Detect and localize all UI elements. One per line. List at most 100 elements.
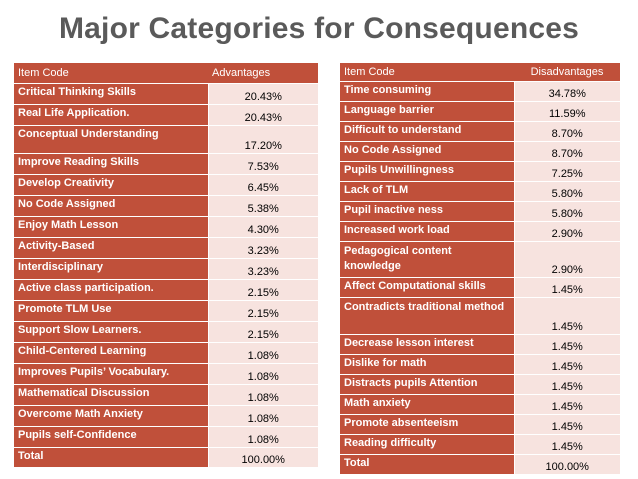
table-row: Promote absenteeism 1.45% (340, 414, 620, 435)
advantages-item: Promote TLM Use (14, 300, 209, 322)
table-row: Improves Pupils’ Vocabulary. 1.08% (14, 363, 318, 385)
disadvantages-total-value: 100.00% (514, 454, 620, 475)
table-row: Time consuming 34.78% (340, 81, 620, 102)
advantages-item: Active class participation. (14, 279, 209, 301)
disadvantages-item: Dislike for math (340, 354, 515, 375)
advantages-item: No Code Assigned (14, 195, 209, 217)
disadvantages-item: Reading difficulty (340, 434, 515, 455)
table-row: Decrease lesson interest 1.45% (340, 334, 620, 355)
advantages-item: Interdisciplinary (14, 258, 209, 280)
disadvantages-item: Increased work load (340, 221, 515, 242)
advantages-item: Critical Thinking Skills (14, 83, 209, 105)
advantages-value: 2.15% (208, 300, 318, 322)
table-row-total: Total 100.00% (340, 454, 620, 475)
disadvantages-header-value: Disadvantages (514, 63, 620, 82)
disadvantages-header-item: Item Code (340, 63, 514, 82)
table-row: Language barrier 11.59% (340, 101, 620, 122)
table-row-total: Total 100.00% (14, 447, 318, 468)
advantages-header-row: Item Code Advantages (14, 63, 318, 84)
table-row: No Code Assigned 8.70% (340, 141, 620, 162)
disadvantages-item: Pupil inactive ness (340, 201, 515, 222)
table-row: Difficult to understand 8.70% (340, 121, 620, 142)
table-row: Dislike for math 1.45% (340, 354, 620, 375)
table-row: Promote TLM Use 2.15% (14, 300, 318, 322)
table-row: Improve Reading Skills 7.53% (14, 153, 318, 175)
advantages-total-value: 100.00% (208, 447, 318, 468)
table-row: Support Slow Learners. 2.15% (14, 321, 318, 343)
advantages-item: Child-Centered Learning (14, 342, 209, 364)
disadvantages-value: 1.45% (514, 277, 620, 298)
table-row: Math anxiety 1.45% (340, 394, 620, 415)
table-row: Develop Creativity 6.45% (14, 174, 318, 196)
advantages-value: 6.45% (208, 174, 318, 196)
table-row: Interdisciplinary 3.23% (14, 258, 318, 280)
disadvantages-value: 5.80% (514, 181, 620, 202)
advantages-table: Item Code Advantages Critical Thinking S… (14, 63, 318, 468)
table-row: Distracts pupils Attention 1.45% (340, 374, 620, 395)
table-row: Contradicts traditional method 1.45% (340, 297, 620, 335)
table-row: Active class participation. 2.15% (14, 279, 318, 301)
table-row: Pedagogical content knowledge 2.90% (340, 241, 620, 278)
advantages-value: 2.15% (208, 279, 318, 301)
advantages-header-value: Advantages (208, 63, 318, 84)
disadvantages-item: Decrease lesson interest (340, 334, 515, 355)
page-title: Major Categories for Consequences (58, 12, 580, 45)
advantages-item: Improve Reading Skills (14, 153, 209, 175)
advantages-value: 3.23% (208, 237, 318, 259)
table-row: Pupil inactive ness 5.80% (340, 201, 620, 222)
disadvantages-value: 11.59% (514, 101, 620, 122)
advantages-value: 1.08% (208, 384, 318, 406)
disadvantages-value: 1.45% (514, 354, 620, 375)
table-row: Affect Computational skills 1.45% (340, 277, 620, 298)
table-row: Enjoy Math Lesson 4.30% (14, 216, 318, 238)
table-row: No Code Assigned 5.38% (14, 195, 318, 217)
table-row: Lack of TLM 5.80% (340, 181, 620, 202)
advantages-value: 17.20% (208, 125, 318, 154)
disadvantages-value: 34.78% (514, 81, 620, 102)
disadvantages-item: Time consuming (340, 81, 515, 102)
table-row: Overcome Math Anxiety 1.08% (14, 405, 318, 427)
disadvantages-value: 7.25% (514, 161, 620, 182)
advantages-value: 4.30% (208, 216, 318, 238)
advantages-item: Activity-Based (14, 237, 209, 259)
disadvantages-value: 8.70% (514, 141, 620, 162)
advantages-item: Enjoy Math Lesson (14, 216, 209, 238)
advantages-value: 5.38% (208, 195, 318, 217)
disadvantages-item: Math anxiety (340, 394, 515, 415)
table-row: Increased work load 2.90% (340, 221, 620, 242)
disadvantages-item: Language barrier (340, 101, 515, 122)
advantages-item: Real Life Application. (14, 104, 209, 126)
disadvantages-item: Lack of TLM (340, 181, 515, 202)
disadvantages-value: 8.70% (514, 121, 620, 142)
table-row: Critical Thinking Skills 20.43% (14, 83, 318, 105)
disadvantages-value: 1.45% (514, 394, 620, 415)
disadvantages-value: 1.45% (514, 297, 620, 335)
advantages-item: Pupils self-Confidence (14, 426, 209, 448)
disadvantages-item: No Code Assigned (340, 141, 515, 162)
disadvantages-item: Pedagogical content knowledge (340, 241, 515, 278)
advantages-item: Improves Pupils’ Vocabulary. (14, 363, 209, 385)
advantages-value: 1.08% (208, 426, 318, 448)
disadvantages-item: Distracts pupils Attention (340, 374, 515, 395)
advantages-value: 2.15% (208, 321, 318, 343)
advantages-item: Conceptual Understanding (14, 125, 209, 154)
table-row: Pupils self-Confidence 1.08% (14, 426, 318, 448)
table-row: Reading difficulty 1.45% (340, 434, 620, 455)
advantages-item: Mathematical Discussion (14, 384, 209, 406)
advantages-header-item: Item Code (14, 63, 208, 84)
advantages-item: Develop Creativity (14, 174, 209, 196)
disadvantages-value: 1.45% (514, 334, 620, 355)
disadvantages-value: 2.90% (514, 221, 620, 242)
table-row: Real Life Application. 20.43% (14, 104, 318, 126)
disadvantages-value: 1.45% (514, 414, 620, 435)
disadvantages-value: 2.90% (514, 241, 620, 278)
disadvantages-header-row: Item Code Disadvantages (340, 63, 620, 82)
disadvantages-value: 5.80% (514, 201, 620, 222)
disadvantages-item: Affect Computational skills (340, 277, 515, 298)
table-row: Pupils Unwillingness 7.25% (340, 161, 620, 182)
disadvantages-item: Difficult to understand (340, 121, 515, 142)
advantages-total-label: Total (14, 447, 209, 468)
disadvantages-value: 1.45% (514, 434, 620, 455)
advantages-value: 3.23% (208, 258, 318, 280)
advantages-item: Support Slow Learners. (14, 321, 209, 343)
